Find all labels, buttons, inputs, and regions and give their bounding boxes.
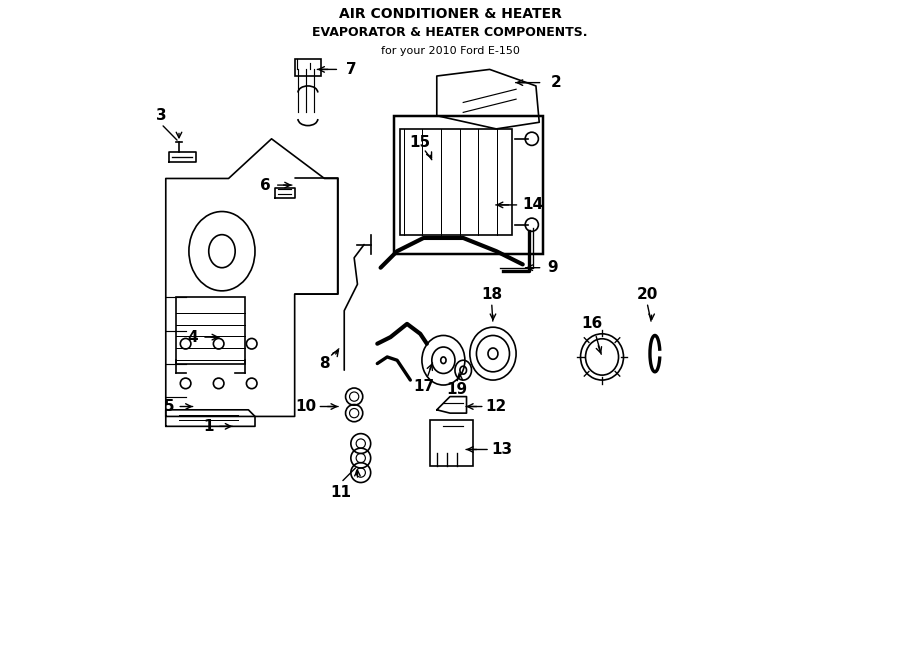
Text: 6: 6 [259, 178, 270, 192]
Text: 1: 1 [203, 419, 214, 434]
Text: 7: 7 [346, 62, 356, 77]
Text: 3: 3 [156, 108, 166, 123]
Text: 11: 11 [330, 485, 351, 500]
Bar [294, 59, 321, 76]
Text: 15: 15 [410, 135, 431, 149]
Text: 8: 8 [320, 356, 329, 371]
Text: 10: 10 [295, 399, 317, 414]
Text: 4: 4 [187, 330, 197, 344]
Text: 2: 2 [551, 75, 561, 90]
Text: 16: 16 [581, 317, 603, 331]
Bar [430, 420, 473, 466]
Text: for your 2010 Ford E-150: for your 2010 Ford E-150 [381, 46, 519, 56]
Text: 12: 12 [486, 399, 507, 414]
Bar [394, 116, 543, 254]
Bar [176, 297, 245, 364]
Text: EVAPORATOR & HEATER COMPONENTS.: EVAPORATOR & HEATER COMPONENTS. [312, 26, 588, 40]
Text: AIR CONDITIONER & HEATER: AIR CONDITIONER & HEATER [338, 7, 562, 20]
Text: 13: 13 [491, 442, 512, 457]
Text: 20: 20 [636, 287, 658, 301]
Text: 5: 5 [164, 399, 175, 414]
Text: 17: 17 [413, 379, 434, 394]
Text: 14: 14 [522, 198, 544, 212]
Text: 19: 19 [446, 383, 467, 397]
Text: 18: 18 [482, 287, 502, 301]
Bar [400, 129, 512, 235]
Text: 9: 9 [547, 260, 558, 275]
